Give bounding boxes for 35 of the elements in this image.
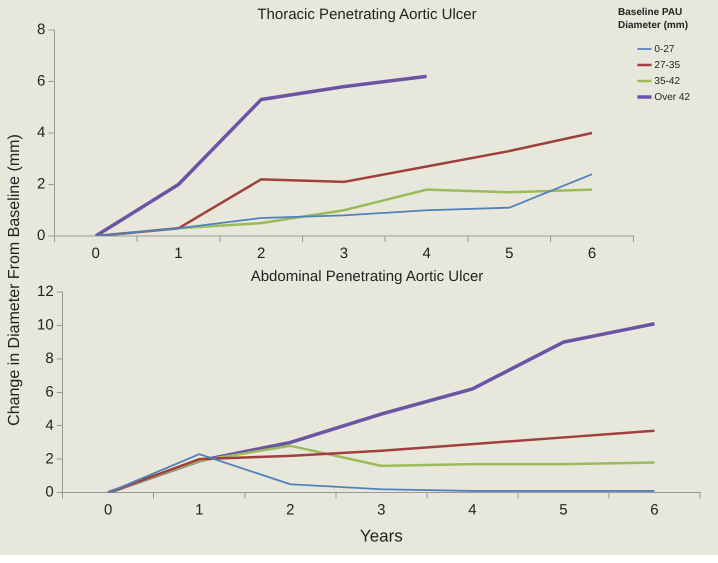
chart-title: Thoracic Penetrating Aortic Ulcer <box>257 6 477 24</box>
x-tick-label: 4 <box>422 245 431 262</box>
y-tick-label: 10 <box>36 316 54 334</box>
y-tick-label: 12 <box>36 283 54 300</box>
y-tick-label: 2 <box>45 450 54 468</box>
x-axis-title: Years <box>360 526 403 546</box>
x-tick-label: 1 <box>195 502 204 519</box>
legend-label: 0-27 <box>654 44 675 55</box>
legend-title: Baseline PAU Diameter (mm) <box>618 6 690 32</box>
x-tick-label: 3 <box>377 502 386 519</box>
y-tick-label: 6 <box>37 72 46 90</box>
x-tick-label: 3 <box>340 245 348 262</box>
x-tick-label: 1 <box>174 245 183 262</box>
legend-label: Over 42 <box>654 92 690 103</box>
y-tick-label: 8 <box>45 350 54 368</box>
x-tick-label: 6 <box>650 502 659 519</box>
y-tick-label: 4 <box>37 124 46 142</box>
legend-label: 27-35 <box>654 60 680 71</box>
x-tick-label: 2 <box>286 502 294 519</box>
chart-title: Abdominal Penetrating Aortic Ulcer <box>250 268 484 286</box>
y-tick-label: 8 <box>37 21 46 38</box>
x-tick-label: 0 <box>92 245 100 262</box>
y-axis-title: Change in Diameter From Baseline (mm) <box>6 134 24 426</box>
y-tick-label: 0 <box>37 227 46 244</box>
y-tick-label: 0 <box>45 484 54 501</box>
x-tick-label: 5 <box>505 245 514 262</box>
y-tick-label: 6 <box>45 383 54 400</box>
x-tick-label: 0 <box>104 502 112 519</box>
x-tick-label: 4 <box>468 502 477 519</box>
y-tick-label: 2 <box>37 176 46 193</box>
x-tick-label: 2 <box>256 245 266 262</box>
y-tick-label: 4 <box>45 416 54 434</box>
x-tick-label: 6 <box>588 245 596 262</box>
legend-label: 35-42 <box>654 76 680 87</box>
x-tick-label: 5 <box>559 502 568 519</box>
